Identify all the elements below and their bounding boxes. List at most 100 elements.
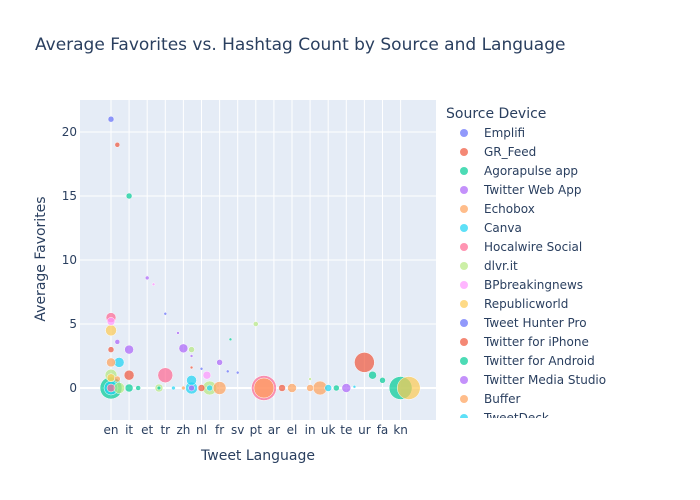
legend-item-label: TweetDeck	[483, 411, 549, 425]
legend-marker-icon	[460, 224, 468, 232]
scatter-point[interactable]	[105, 324, 117, 337]
scatter-point[interactable]	[199, 367, 204, 371]
scatter-point[interactable]	[178, 343, 189, 354]
scatter-point[interactable]	[225, 369, 230, 374]
legend-item-label: GR_Feed	[484, 145, 536, 159]
legend-marker-icon	[460, 243, 468, 251]
legend-item[interactable]: Hocalwire Social	[460, 240, 582, 254]
y-tick-label: 5	[69, 317, 77, 331]
scatter-point[interactable]	[253, 377, 275, 399]
scatter-point[interactable]	[107, 115, 115, 123]
x-tick-label: in	[305, 423, 316, 437]
scatter-point[interactable]	[189, 354, 194, 358]
legend-marker-icon	[460, 338, 468, 346]
legend-item[interactable]: BPbreakingnews	[460, 278, 583, 292]
scatter-point[interactable]	[253, 321, 259, 327]
scatter-point[interactable]	[216, 359, 223, 366]
scatter-point[interactable]	[151, 282, 156, 287]
scatter-point[interactable]	[106, 383, 116, 393]
legend-item[interactable]: Emplifi	[460, 126, 525, 140]
y-axis-ticks: 0 5 10 15 20	[62, 125, 77, 395]
legend-item[interactable]: Canva	[460, 221, 522, 235]
scatter-point[interactable]	[157, 367, 174, 383]
scatter-point[interactable]	[396, 376, 421, 400]
legend[interactable]: Source Device Emplifi GR_Feed Agorapulse a…	[446, 106, 606, 425]
scatter-point[interactable]	[144, 275, 150, 281]
scatter-point[interactable]	[124, 344, 134, 355]
legend-marker-icon	[460, 262, 468, 270]
scatter-point[interactable]	[124, 383, 134, 393]
scatter-point[interactable]	[235, 370, 240, 375]
scatter-point[interactable]	[125, 192, 133, 200]
scatter-point[interactable]	[352, 384, 357, 389]
legend-item[interactable]: Agorapulse app	[460, 164, 578, 178]
scatter-point[interactable]	[188, 346, 195, 353]
scatter-point[interactable]	[368, 370, 377, 380]
scatter-point[interactable]	[306, 384, 314, 392]
legend-item[interactable]: Twitter for iPhone	[460, 335, 589, 349]
scatter-point[interactable]	[379, 377, 386, 384]
scatter-point[interactable]	[114, 375, 121, 383]
legend-item[interactable]: Buffer	[460, 392, 520, 406]
legend-items: Emplifi GR_Feed Agorapulse app Twitter Web …	[460, 126, 606, 425]
scatter-point[interactable]	[163, 312, 168, 316]
x-tick-label: et	[141, 423, 153, 437]
scatter-point[interactable]	[156, 385, 162, 391]
legend-item[interactable]: Twitter Web App	[460, 183, 581, 197]
legend-item-label: Buffer	[484, 392, 520, 406]
scatter-point[interactable]	[114, 339, 121, 345]
scatter-point[interactable]	[181, 385, 186, 391]
scatter-point[interactable]	[106, 357, 116, 368]
x-tick-label: tr	[160, 423, 170, 437]
legend-marker-icon	[460, 319, 468, 327]
legend-marker-icon	[460, 148, 468, 156]
legend-item-label: Twitter Media Studio	[483, 373, 606, 387]
scatter-point[interactable]	[186, 375, 197, 386]
scatter-point[interactable]	[333, 384, 340, 392]
scatter-point[interactable]	[114, 142, 121, 148]
x-tick-label: it	[125, 423, 133, 437]
scatter-point[interactable]	[206, 384, 213, 392]
scatter-point[interactable]	[189, 365, 194, 370]
x-axis-ticks: en it et tr zh nl fr sv pt ar el in uk te ur fa kn	[104, 423, 408, 437]
scatter-point[interactable]	[202, 370, 212, 380]
scatter-point[interactable]	[324, 384, 332, 392]
scatter-point[interactable]	[107, 346, 115, 353]
legend-item[interactable]: Republicworld	[460, 297, 568, 311]
legend-item[interactable]: Twitter for Android	[460, 354, 595, 368]
x-tick-label: fa	[377, 423, 389, 437]
scatter-point[interactable]	[106, 317, 116, 326]
scatter-point[interactable]	[228, 337, 233, 342]
legend-item[interactable]: Tweet Hunter Pro	[460, 316, 587, 330]
scatter-point[interactable]	[106, 373, 116, 383]
scatter-point[interactable]	[135, 385, 141, 391]
scatter-point[interactable]	[341, 383, 352, 393]
x-tick-label: uk	[321, 423, 336, 437]
legend-item-label: Emplifi	[484, 126, 525, 140]
legend-item-label: Agorapulse app	[484, 164, 578, 178]
legend-item[interactable]: Echobox	[460, 202, 535, 216]
scatter-point[interactable]	[176, 331, 180, 335]
scatter-point[interactable]	[171, 385, 176, 391]
legend-item[interactable]: GR_Feed	[460, 145, 536, 159]
legend-item[interactable]: dlvr.it	[460, 259, 518, 273]
x-tick-label: sv	[231, 423, 244, 437]
scatter-point[interactable]	[308, 377, 312, 381]
legend-item-label: Twitter Web App	[483, 183, 581, 197]
scatter-point[interactable]	[287, 383, 297, 393]
scatter-point[interactable]	[197, 384, 206, 392]
legend-item-label: Echobox	[484, 202, 535, 216]
scatter-point[interactable]	[354, 352, 375, 373]
chart-title: Average Favorites vs. Hashtag Count by S…	[35, 35, 565, 55]
scatter-point[interactable]	[113, 382, 125, 394]
legend-item[interactable]: Twitter Media Studio	[460, 373, 606, 387]
legend-item[interactable]: TweetDeck	[460, 411, 549, 425]
scatter-point[interactable]	[188, 384, 195, 392]
scatter-point[interactable]	[278, 384, 286, 392]
x-tick-label: ar	[268, 423, 280, 437]
data-points	[99, 115, 421, 401]
scatter-point[interactable]	[212, 381, 227, 395]
x-tick-label: ur	[358, 423, 371, 437]
scatter-point[interactable]	[123, 369, 135, 381]
y-tick-label: 0	[69, 381, 77, 395]
